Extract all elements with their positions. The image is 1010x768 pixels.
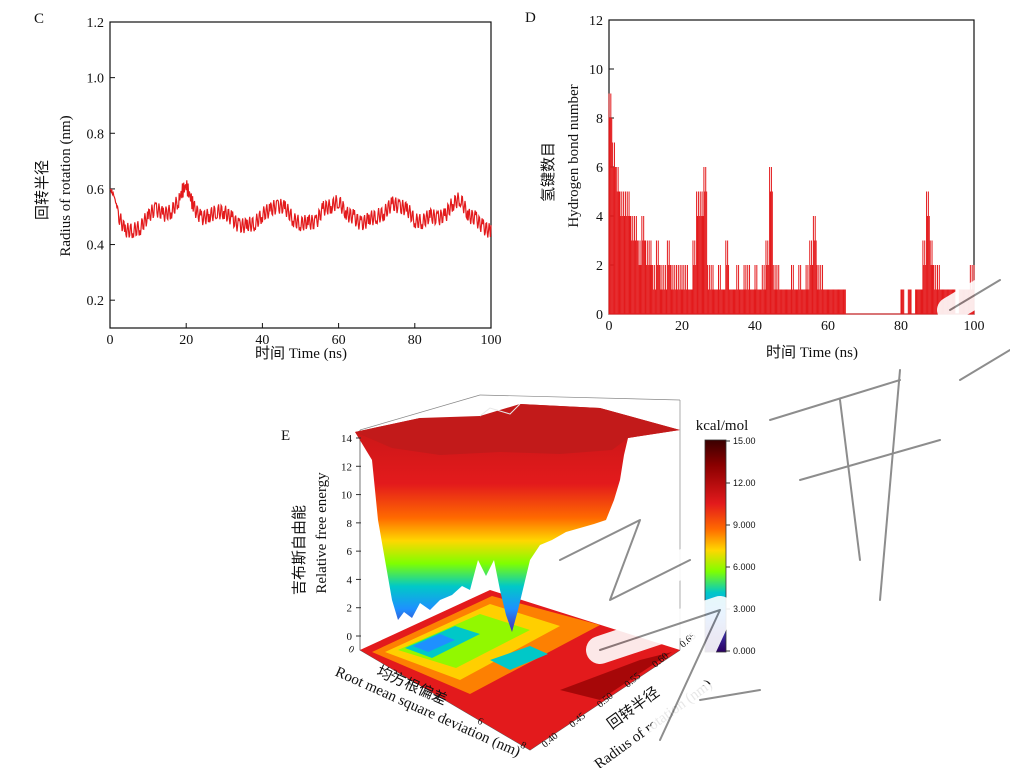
panel-e-colorbar-title: kcal/mol [696, 418, 749, 434]
panel-c-xlabel: 时间 Time (ns) [255, 345, 347, 362]
panel-d-bars [608, 93, 975, 315]
panel-e-back-edge-left [359, 394, 481, 431]
panel-e-cbtick-label: 15.00 [733, 436, 756, 446]
panel-e-ztick-label: 6 [347, 546, 353, 558]
panel-e-cbtick-label: 12.00 [733, 478, 756, 488]
panel-e-floor-cyan-region-2 [490, 646, 548, 670]
panel-c-plot-frame [109, 21, 492, 329]
panel-d-ytick-label: 12 [589, 14, 603, 29]
panel-e-z-ticks: 0 2 4 6 8 10 12 14 [341, 433, 361, 643]
panel-d-y-ticks: 0 2 4 6 8 10 12 [589, 14, 614, 323]
panel-e-xtick-label: 8 [518, 740, 528, 752]
panel-e-cbtick-label: 0.000 [733, 646, 756, 656]
panel-e-zlabel-cn: 吉布斯自由能 [291, 505, 308, 595]
watermark-stroke-1 [546, 506, 774, 754]
panel-d-label: D [525, 10, 536, 26]
panel-c-xtick-label: 20 [179, 333, 193, 348]
panel-c: C 0.2 0.4 0.6 0.8 1.0 1.2 0 20 40 60 80 100 回转半径 R… [34, 11, 502, 362]
panel-e-label: E [281, 428, 290, 444]
panel-e-surface-wall [355, 404, 680, 632]
panel-e-floor-dark-region [560, 652, 672, 700]
panel-e-xtick-label: 2 [389, 668, 399, 680]
panel-c-xtick-label: 100 [481, 333, 502, 348]
watermark [546, 267, 1010, 754]
panel-e-floor-blue-region [413, 634, 455, 652]
panel-d-ytick-label: 4 [596, 210, 603, 225]
panel-e-ztick-label: 14 [341, 433, 353, 445]
panel-c-label: C [34, 11, 44, 27]
panel-e-x-ticks: 0 2 4 6 8 [346, 644, 528, 752]
panel-c-series-line [109, 180, 492, 239]
panel-c-ylabel-cn: 回转半径 [34, 160, 51, 220]
panel-c-ytick-label: 1.0 [87, 72, 105, 87]
panel-e-surface-plateau [355, 404, 680, 455]
watermark-stroke-2 [757, 267, 1010, 613]
panel-e-ztick-label: 8 [347, 518, 353, 530]
panel-c-x-ticks: 0 20 40 60 80 100 [107, 323, 502, 348]
panel-c-xtick-label: 0 [107, 333, 114, 348]
panel-d-ylabel-cn: 氢键数目 [540, 142, 557, 202]
panel-c-xtick-label: 80 [408, 333, 422, 348]
panel-e-cbtick-label: 9.000 [733, 520, 756, 530]
panel-d-ytick-label: 8 [596, 112, 603, 127]
panel-e-back-edge-top [479, 394, 681, 401]
panel-e-ztick-label: 4 [347, 574, 353, 586]
panel-d: D 0 2 4 6 8 10 12 0 20 40 60 80 100 氢键数目 Hydrogen b… [525, 10, 985, 361]
panel-d-ytick-label: 6 [596, 161, 603, 176]
panel-c-ytick-label: 0.6 [87, 183, 105, 198]
panel-d-xtick-label: 40 [748, 319, 762, 334]
panel-e-zlabel: Relative free energy [314, 472, 330, 594]
panel-d-ytick-label: 0 [596, 308, 603, 323]
panel-e-ztick-label: 2 [347, 603, 353, 615]
panel-d-xtick-label: 80 [894, 319, 908, 334]
panel-e-xtick-label: 4 [432, 692, 442, 704]
watermark-outline-1 [559, 519, 761, 741]
panel-e-cbtick-label: 3.000 [733, 604, 756, 614]
panel-d-xtick-label: 100 [964, 319, 985, 334]
panel-c-ytick-label: 1.2 [87, 16, 105, 31]
panel-e-colorbar-ticks: 15.00 12.00 9.000 6.000 3.000 0.000 [726, 436, 756, 656]
panel-e-ztick-label: 12 [341, 461, 352, 473]
panel-e-ztick-label: 10 [341, 490, 353, 502]
panel-d-xtick-label: 0 [606, 319, 613, 334]
panel-c-y-ticks: 0.2 0.4 0.6 0.8 1.0 1.2 [87, 16, 115, 309]
panel-d-ytick-label: 10 [589, 63, 603, 78]
panel-c-ytick-label: 0.2 [87, 294, 105, 309]
panel-d-xtick-label: 60 [821, 319, 835, 334]
panel-d-ytick-label: 2 [596, 259, 603, 274]
panel-e-surface-ridge [479, 403, 521, 417]
panel-c-ytick-label: 0.4 [87, 239, 105, 254]
watermark-outline-2 [769, 279, 1010, 601]
panel-e-cbtick-label: 6.000 [733, 562, 756, 572]
panel-c-xtick-label: 60 [332, 333, 346, 348]
panel-e-xtick-label: 6 [475, 716, 485, 728]
panel-d-xlabel: 时间 Time (ns) [766, 344, 858, 361]
panel-e-ztick-label: 0 [347, 631, 353, 643]
panel-d-xtick-label: 20 [675, 319, 689, 334]
panel-c-ylabel: Radius of rotation (nm) [58, 115, 74, 256]
panel-c-ytick-label: 0.8 [87, 127, 105, 142]
panel-e-xtick-label: 0 [346, 644, 356, 656]
panel-d-ylabel: Hydrogen bond number [566, 84, 582, 227]
panel-c-xtick-label: 40 [255, 333, 269, 348]
